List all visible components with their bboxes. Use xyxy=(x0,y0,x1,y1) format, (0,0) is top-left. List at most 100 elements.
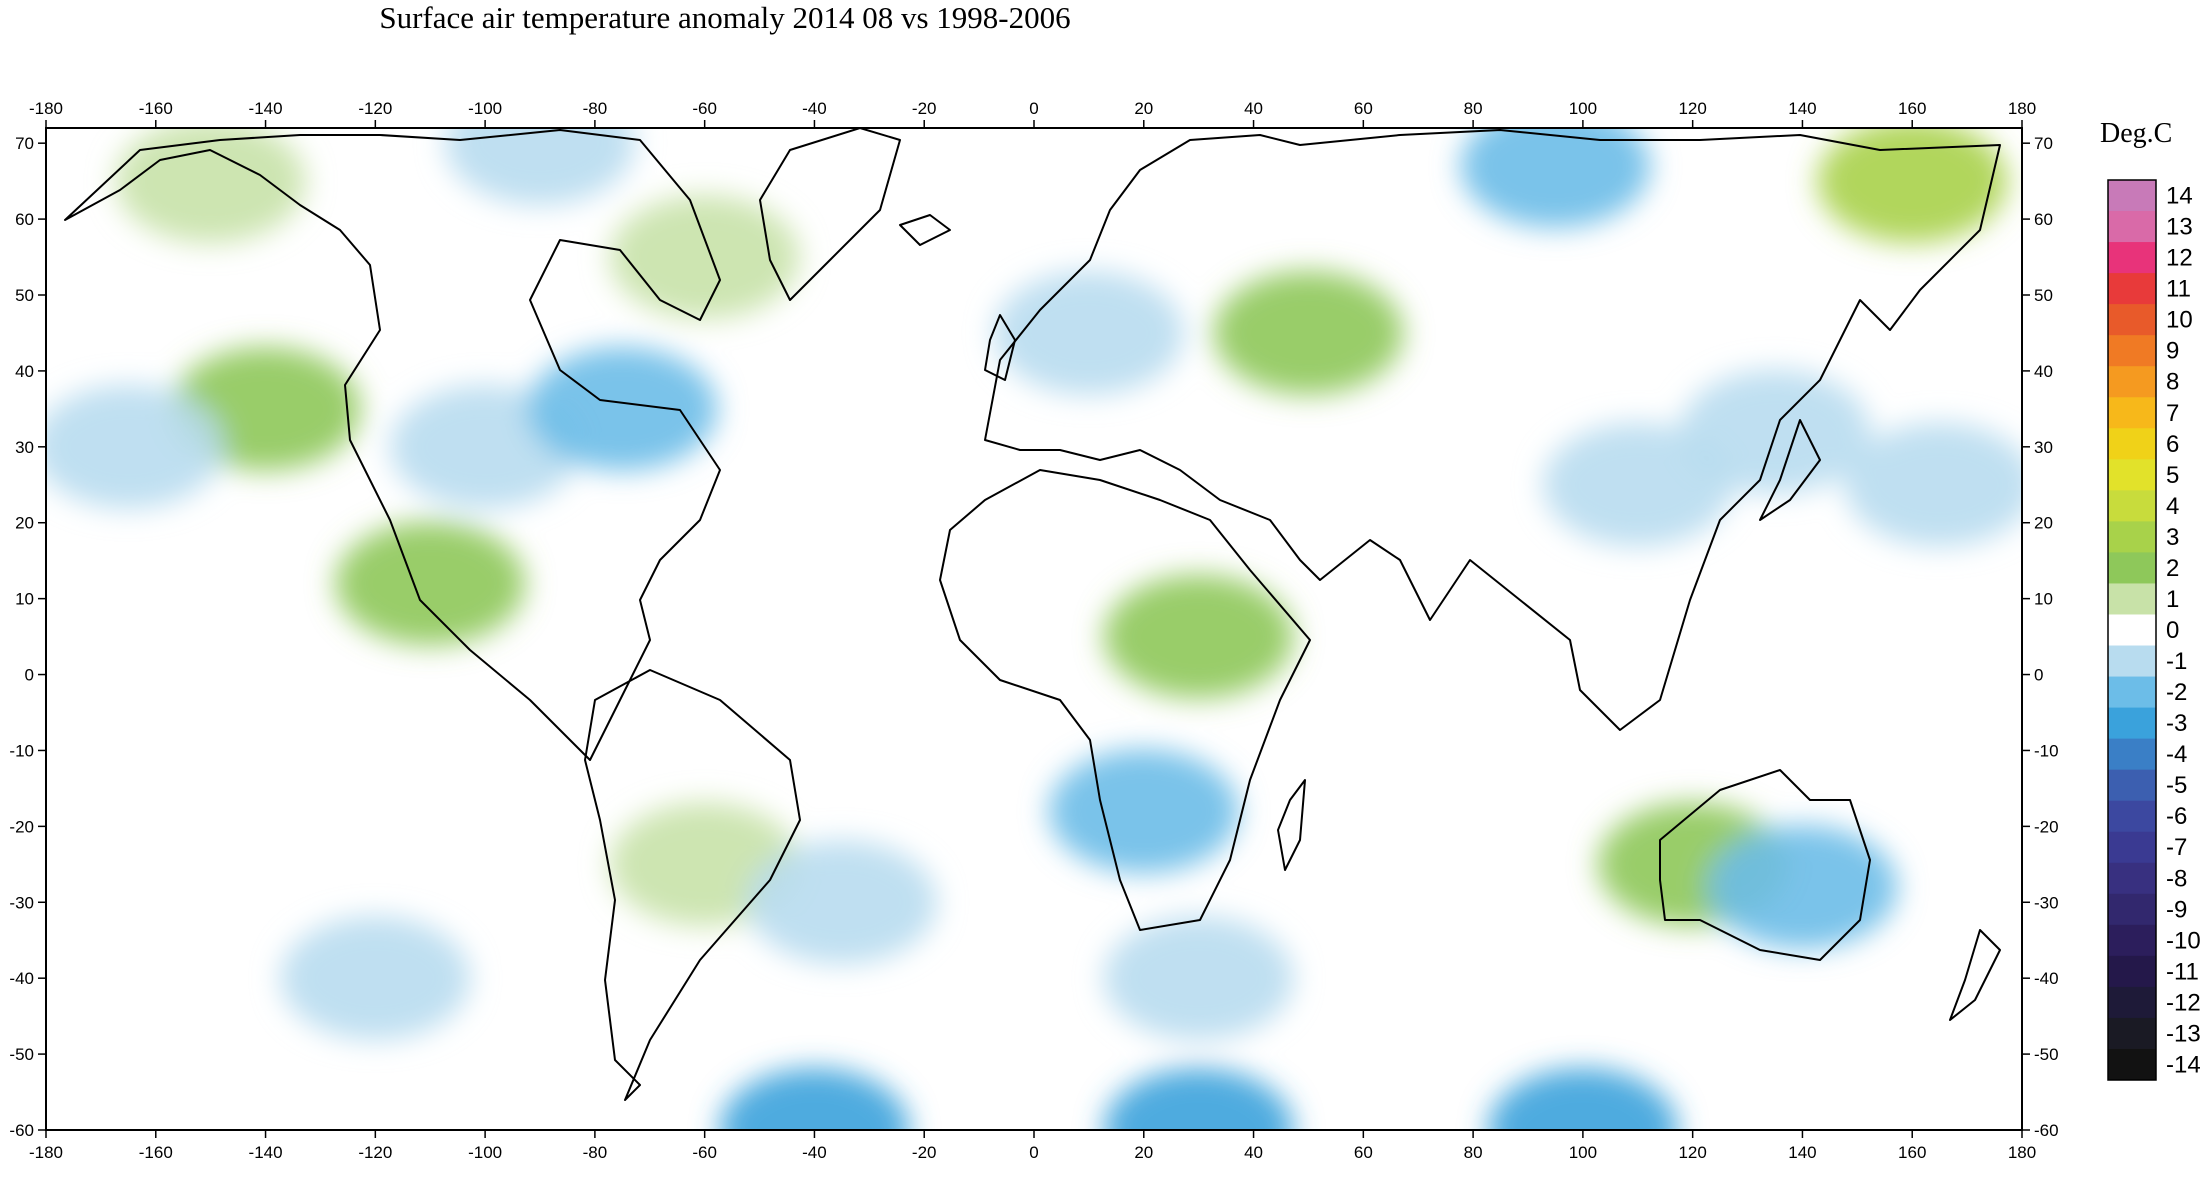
y-tick-label-right: 50 xyxy=(2034,286,2053,305)
anomaly-region xyxy=(609,195,800,320)
colorbar-swatch xyxy=(2108,397,2156,429)
colorbar-label: 14 xyxy=(2166,183,2193,210)
x-tick-label-bottom: -140 xyxy=(249,1143,283,1162)
colorbar-label: 0 xyxy=(2166,617,2179,644)
colorbar-swatch xyxy=(2108,428,2156,460)
coastlines xyxy=(64,128,2001,1101)
colorbar-label: 11 xyxy=(2166,276,2191,303)
colorbar-swatch xyxy=(2108,676,2156,709)
colorbar-swatch xyxy=(2108,862,2156,895)
colorbar-swatch xyxy=(2108,459,2156,491)
y-tick-label-right: 40 xyxy=(2034,362,2053,381)
y-tick-label-right: -10 xyxy=(2034,741,2059,760)
y-tick-label-left: 10 xyxy=(15,590,34,609)
south-america-outline xyxy=(584,669,801,1101)
africa-outline xyxy=(939,469,1311,931)
uk-outline xyxy=(984,314,1016,381)
colorbar-label: -7 xyxy=(2166,834,2187,861)
y-tick-label-right: 60 xyxy=(2034,210,2053,229)
x-tick-label-bottom: -180 xyxy=(29,1143,63,1162)
x-tick-label-bottom: -120 xyxy=(358,1143,392,1162)
colorbar-label: 10 xyxy=(2166,307,2193,334)
australia-outline xyxy=(1659,769,1871,961)
colorbar-label: -4 xyxy=(2166,741,2187,768)
y-tick-label-right: -60 xyxy=(2034,1121,2059,1140)
anomaly-region xyxy=(115,128,306,244)
anomaly-region xyxy=(1487,1068,1678,1130)
axes: -180-180-160-160-140-140-120-120-100-100… xyxy=(9,99,2058,1162)
colorbar-swatch xyxy=(2108,955,2156,988)
anomaly-region xyxy=(746,840,937,965)
colorbar-swatch xyxy=(2108,366,2156,398)
colorbar-label: -11 xyxy=(2166,958,2199,985)
y-tick-label-left: -50 xyxy=(9,1045,34,1064)
y-tick-label-right: 10 xyxy=(2034,590,2053,609)
x-tick-label-bottom: 160 xyxy=(1898,1143,1926,1162)
colorbar-swatch xyxy=(2108,614,2156,647)
x-tick-label-bottom: 180 xyxy=(2008,1143,2036,1162)
colorbar-swatch xyxy=(2108,180,2156,212)
y-tick-label-left: -20 xyxy=(9,817,34,836)
colorbar-label: 7 xyxy=(2166,400,2179,427)
x-tick-label-bottom: 60 xyxy=(1354,1143,1373,1162)
colorbar-swatch xyxy=(2108,1017,2156,1050)
x-tick-label-bottom: 20 xyxy=(1134,1143,1153,1162)
anomaly-region xyxy=(1707,825,1898,950)
new-zealand-outline xyxy=(1949,929,2001,1021)
anomaly-region xyxy=(1680,369,1870,494)
x-tick-label-bottom: 120 xyxy=(1678,1143,1706,1162)
y-tick-label-right: -50 xyxy=(2034,1045,2059,1064)
y-tick-label-right: -20 xyxy=(2034,817,2059,836)
anomaly-region xyxy=(335,521,526,646)
anomaly-region xyxy=(280,916,471,1041)
x-tick-label-top: -60 xyxy=(692,99,717,118)
colorbar-label: 4 xyxy=(2166,493,2179,520)
y-tick-label-left: -10 xyxy=(9,741,34,760)
colorbar-swatch xyxy=(2108,800,2156,833)
y-tick-label-left: 50 xyxy=(15,286,34,305)
colorbar-swatch xyxy=(2108,707,2156,740)
colorbar-swatch xyxy=(2108,552,2156,584)
x-tick-label-bottom: -100 xyxy=(468,1143,502,1162)
colorbar-swatch xyxy=(2108,924,2156,957)
colorbar-label: 12 xyxy=(2166,245,2193,272)
y-tick-label-right: 70 xyxy=(2034,134,2053,153)
anomaly-region xyxy=(719,1068,910,1130)
colorbar-label: -9 xyxy=(2166,896,2187,923)
colorbar-label: -14 xyxy=(2166,1051,2200,1078)
y-tick-label-right: -40 xyxy=(2034,969,2059,988)
anomaly-region xyxy=(1103,1068,1294,1130)
north-america-outline xyxy=(64,129,721,761)
y-tick-label-right: 30 xyxy=(2034,438,2053,457)
madagascar-outline xyxy=(1277,779,1306,871)
x-tick-label-top: 60 xyxy=(1354,99,1373,118)
x-tick-label-top: 80 xyxy=(1464,99,1483,118)
anomaly-region xyxy=(1844,422,2022,547)
anomaly-region xyxy=(1817,128,2008,244)
colorbar-swatch xyxy=(2108,831,2156,864)
x-tick-label-bottom: 40 xyxy=(1244,1143,1263,1162)
anomaly-region xyxy=(1460,128,1651,228)
anomaly-region xyxy=(527,346,718,471)
colorbar-frame xyxy=(2107,179,2157,1081)
colorbar-label: -1 xyxy=(2166,648,2187,675)
x-tick-label-top: -100 xyxy=(468,99,502,118)
colorbar-unit-label: Deg.C xyxy=(2100,118,2173,149)
x-tick-label-top: -160 xyxy=(139,99,173,118)
colorbar-swatch xyxy=(2108,242,2156,274)
colorbar-label: -13 xyxy=(2166,1020,2200,1047)
colorbar-swatch xyxy=(2108,645,2156,678)
x-tick-label-top: -20 xyxy=(912,99,937,118)
x-tick-label-top: -120 xyxy=(358,99,392,118)
colorbar-label: 8 xyxy=(2166,369,2179,396)
y-tick-label-left: 40 xyxy=(15,362,34,381)
anomaly-region xyxy=(1103,574,1294,699)
x-tick-label-top: 180 xyxy=(2008,99,2036,118)
colorbar-swatch xyxy=(2108,273,2156,305)
x-tick-label-top: -140 xyxy=(249,99,283,118)
y-tick-label-right: 20 xyxy=(2034,514,2053,533)
x-tick-label-bottom: 0 xyxy=(1029,1143,1038,1162)
colorbar-label: -3 xyxy=(2166,710,2187,737)
anomaly-region xyxy=(1048,749,1239,874)
japan-outline xyxy=(1759,419,1821,521)
